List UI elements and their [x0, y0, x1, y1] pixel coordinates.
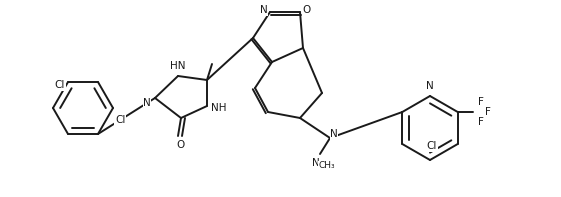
- Text: F: F: [485, 107, 491, 117]
- Text: Cl: Cl: [54, 80, 65, 90]
- Text: N: N: [260, 5, 268, 15]
- Text: N: N: [312, 158, 320, 168]
- Text: N: N: [330, 129, 338, 139]
- Text: Cl: Cl: [115, 115, 125, 125]
- Text: N: N: [143, 98, 151, 108]
- Text: Cl: Cl: [427, 141, 437, 151]
- Text: F: F: [478, 117, 484, 127]
- Text: O: O: [303, 5, 311, 15]
- Text: O: O: [177, 140, 185, 150]
- Text: F: F: [478, 97, 484, 107]
- Text: N: N: [426, 81, 434, 91]
- Text: CH₃: CH₃: [319, 162, 335, 170]
- Text: NH: NH: [211, 103, 227, 113]
- Text: HN: HN: [170, 61, 186, 71]
